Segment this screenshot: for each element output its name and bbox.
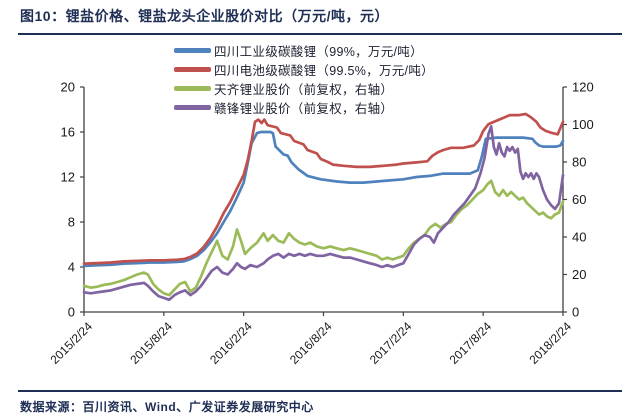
series-line-1 (82, 112, 565, 265)
y-right-tick-label: 80 (572, 155, 586, 170)
legend-swatch (174, 105, 211, 110)
legend-label: 赣锋锂业股价（前复权，右轴） (214, 102, 394, 116)
x-tick-label: 2015/8/24 (127, 319, 175, 367)
legend-swatch (174, 67, 211, 72)
legend-item-1: 四川电池级碳酸锂（99.5%，万元/吨） (174, 60, 434, 79)
chart-legend: 四川工业级碳酸锂（99%，万元/吨） 四川电池级碳酸锂（99.5%，万元/吨） 天齐… (174, 41, 434, 117)
y-left-tick-label: 20 (61, 80, 75, 95)
series-line-3 (82, 125, 565, 302)
x-tick-label: 2016/2/24 (207, 319, 255, 367)
x-tick-label: 2018/2/24 (526, 319, 574, 367)
figure-title: 图10：锂盐价格、锂盐龙头企业股价对比（万元/吨，元） (18, 0, 622, 35)
y-left-tick-label: 16 (61, 125, 75, 140)
y-left-tick-label: 4 (68, 260, 75, 275)
x-tick-label: 2015/2/24 (47, 319, 95, 367)
legend-item-0: 四川工业级碳酸锂（99%，万元/吨） (174, 41, 434, 60)
y-right-tick-label: 20 (572, 267, 586, 282)
x-tick-label: 2016/8/24 (287, 319, 335, 367)
y-right-tick-label: 120 (572, 80, 594, 95)
y-right-tick-label: 0 (572, 305, 579, 320)
legend-swatch (174, 86, 211, 91)
y-right-tick-label: 100 (572, 117, 594, 132)
legend-label: 四川工业级碳酸锂（99%，万元/吨） (214, 45, 423, 59)
legend-swatch (174, 48, 211, 53)
y-left-tick-label: 12 (61, 170, 75, 185)
y-right-tick-label: 40 (572, 230, 586, 245)
y-left-tick-label: 0 (68, 305, 75, 320)
x-tick-label: 2017/2/24 (367, 319, 415, 367)
line-chart: 0 4 8 12 16 20 0 20 40 60 80 100 120 2015/2/24 2015/8/… (47, 80, 594, 367)
y-right-tick-label: 60 (572, 192, 586, 207)
chart-area: 0 4 8 12 16 20 0 20 40 60 80 100 120 2015/2/24 2015/8/… (0, 35, 640, 390)
series-line-2 (82, 179, 565, 297)
legend-item-3: 赣锋锂业股价（前复权，右轴） (174, 98, 434, 117)
legend-label: 天齐锂业股价（前复权，右轴） (214, 83, 394, 97)
x-tick-label: 2017/8/24 (447, 319, 495, 367)
series-line-0 (82, 130, 565, 268)
legend-item-2: 天齐锂业股价（前复权，右轴） (174, 79, 434, 98)
y-left-tick-label: 8 (68, 215, 75, 230)
legend-label: 四川电池级碳酸锂（99.5%，万元/吨） (214, 64, 434, 78)
source-text: 数据来源：百川资讯、Wind、广发证券发展研究中心 (20, 400, 314, 414)
source-bar: 数据来源：百川资讯、Wind、广发证券发展研究中心 (18, 390, 622, 416)
